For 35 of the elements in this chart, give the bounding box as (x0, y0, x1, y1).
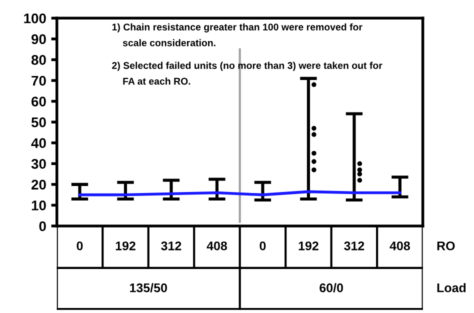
y-tick-label: 50 (31, 117, 46, 128)
point (312, 150, 316, 156)
text: 60/0 (320, 283, 343, 292)
y-tick-label: 10 (32, 200, 46, 210)
x-tick-label: 192 (298, 241, 318, 250)
y-tick-label: 60 (32, 96, 46, 106)
text: RO (437, 241, 455, 250)
y-tick-label: 0 (39, 221, 46, 232)
point (357, 178, 362, 183)
point (312, 159, 316, 164)
y-tick-label: 80 (31, 55, 46, 65)
x-tick-label: 0 (76, 241, 83, 250)
x-tick-label: 312 (161, 241, 182, 250)
point (357, 172, 362, 176)
x-tick-label: 192 (116, 241, 136, 250)
point (312, 132, 316, 137)
point (312, 82, 316, 88)
x-tick-label: 408 (206, 241, 228, 250)
text: Load (437, 283, 466, 292)
y-tick-label: 90 (32, 34, 46, 44)
point (312, 126, 316, 131)
point (312, 167, 316, 172)
x-tick-label: 0 (260, 241, 266, 250)
y-tick-label: 20 (32, 180, 46, 190)
text: 135/50 (130, 283, 167, 292)
y-tick-label: 30 (31, 158, 46, 169)
annotation: 1) Chain resistance greater than 100 were removed for scale consideration. (112, 23, 362, 46)
x-tick-label: 408 (390, 241, 410, 250)
point (357, 161, 362, 166)
y-tick-label: 70 (32, 76, 46, 86)
point (357, 167, 362, 172)
y-tick-label: 100 (24, 13, 46, 24)
annotation: 2) Selected failed units (no more than 3) were taken out for FA at each RO. (112, 62, 382, 85)
x-tick-label: 312 (344, 241, 364, 250)
y-tick-label: 40 (31, 138, 46, 148)
